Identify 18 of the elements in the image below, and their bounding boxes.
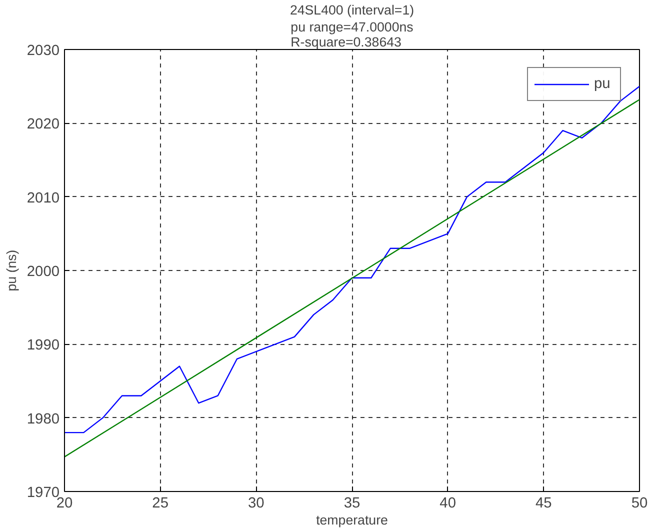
y-tick-label: 1980 <box>26 411 60 428</box>
x-tick-label: 35 <box>344 496 360 512</box>
x-tick-label: 25 <box>152 496 168 512</box>
x-tick-label: 30 <box>248 496 264 512</box>
chart-subtitle: pu range=47.0000ns R-square=0.38643 <box>290 20 414 50</box>
x-tick-label: 40 <box>440 496 456 512</box>
x-tick-label: 45 <box>536 496 552 512</box>
x-tick-label: 20 <box>56 496 73 512</box>
x-axis-title: temperature <box>316 512 388 528</box>
y-tick-label: 1990 <box>26 338 60 354</box>
y-tick-label: 2000 <box>26 264 60 280</box>
x-tick-label: 50 <box>631 496 648 512</box>
y-tick-label: 2010 <box>26 190 60 206</box>
chart-title: 24SL400 (interval=1) <box>290 2 414 18</box>
y-tick-label: 2030 <box>26 43 60 59</box>
legend-label: pu <box>594 76 612 92</box>
y-axis-title: pu (ns) <box>4 250 19 292</box>
y-tick-label: 2020 <box>26 116 60 133</box>
